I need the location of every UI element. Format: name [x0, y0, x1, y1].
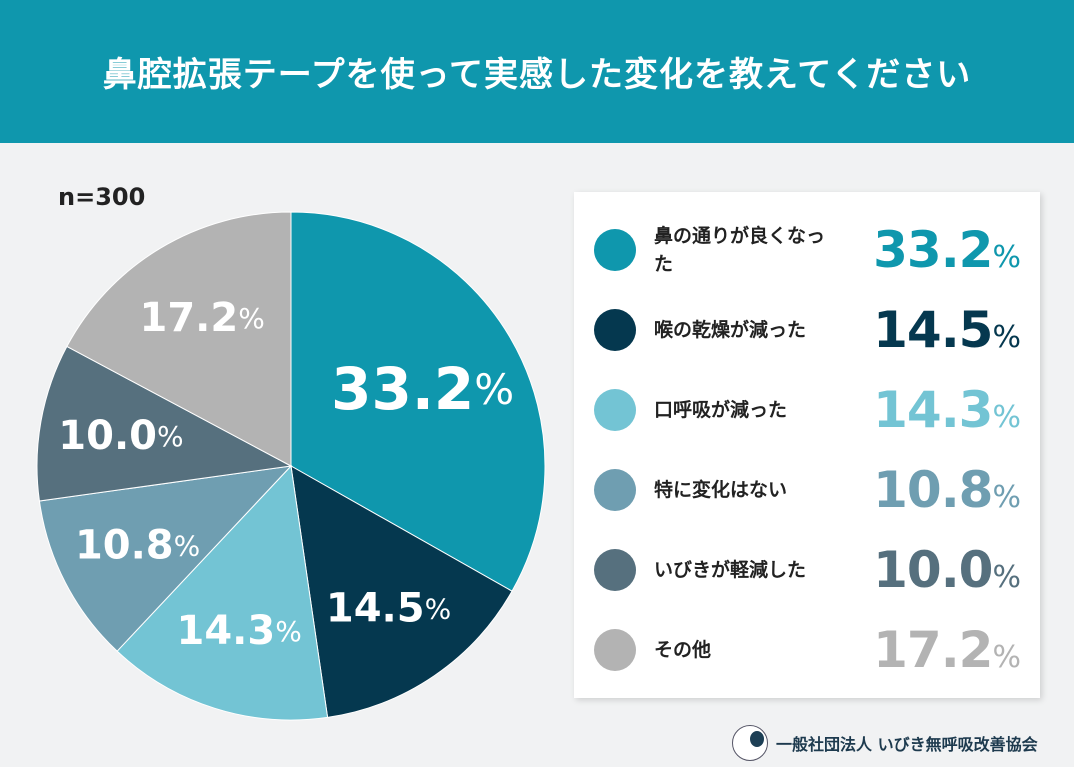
legend-swatch: [594, 629, 636, 671]
legend-item: 鼻の通りが良くなった 33.2%: [574, 210, 1040, 290]
slice-label: 14.5%: [326, 586, 451, 632]
legend-item: その他 17.2%: [574, 610, 1040, 690]
pie-chart: 33.2% 14.5% 14.3% 10.8% 10.0% 17.2%: [36, 211, 546, 721]
pie-slice: [36, 345, 293, 502]
header-banner: 鼻腔拡張テープを使って実感した変化を教えてください: [0, 0, 1074, 143]
organization-name: 一般社団法人 いびき無呼吸改善協会: [776, 735, 1038, 754]
legend-item: いびきが軽減した 10.0%: [574, 530, 1040, 610]
pie-slice: [116, 464, 329, 721]
legend-value: 33.2%: [873, 221, 1021, 279]
legend-swatch: [594, 309, 636, 351]
pie-slice: [38, 465, 293, 652]
organization-logo: [732, 725, 768, 761]
legend-label: 喉の乾燥が減った: [654, 319, 807, 341]
legend-item: 口呼吸が減った 14.3%: [574, 370, 1040, 450]
legend-value: 17.2%: [873, 621, 1021, 679]
slice-label: 10.0%: [58, 413, 183, 459]
legend-label: その他: [654, 639, 712, 661]
pie-slice: [290, 211, 546, 592]
legend-value: 14.5%: [873, 301, 1021, 359]
footer: 一般社団法人 いびき無呼吸改善協会: [732, 725, 1038, 761]
legend-item: 特に変化はない 10.8%: [574, 450, 1040, 530]
legend: 鼻の通りが良くなった 33.2% 喉の乾燥が減った 14.5% 口呼吸が減った 14.3%…: [574, 192, 1040, 698]
legend-label: 特に変化はない: [654, 479, 788, 501]
pie-slice: [66, 211, 292, 467]
legend-label: 口呼吸が減った: [654, 399, 788, 421]
pie-slice: [290, 465, 513, 718]
legend-value: 10.0%: [873, 541, 1021, 599]
legend-value: 10.8%: [873, 461, 1021, 519]
sample-size: n=300: [58, 183, 146, 211]
slice-label: 14.3%: [177, 608, 302, 654]
legend-value: 14.3%: [873, 381, 1021, 439]
legend-swatch: [594, 389, 636, 431]
legend-swatch: [594, 549, 636, 591]
legend-label: 鼻の通りが良くなった: [654, 225, 826, 275]
slice-label: 10.8%: [75, 522, 200, 568]
slice-label: 17.2%: [139, 295, 264, 341]
slice-label: 33.2%: [331, 355, 514, 423]
legend-swatch: [594, 469, 636, 511]
legend-item: 喉の乾燥が減った 14.5%: [574, 290, 1040, 370]
legend-label: いびきが軽減した: [654, 559, 807, 581]
legend-swatch: [594, 229, 636, 271]
chart-title: 鼻腔拡張テープを使って実感した変化を教えてください: [102, 55, 972, 95]
